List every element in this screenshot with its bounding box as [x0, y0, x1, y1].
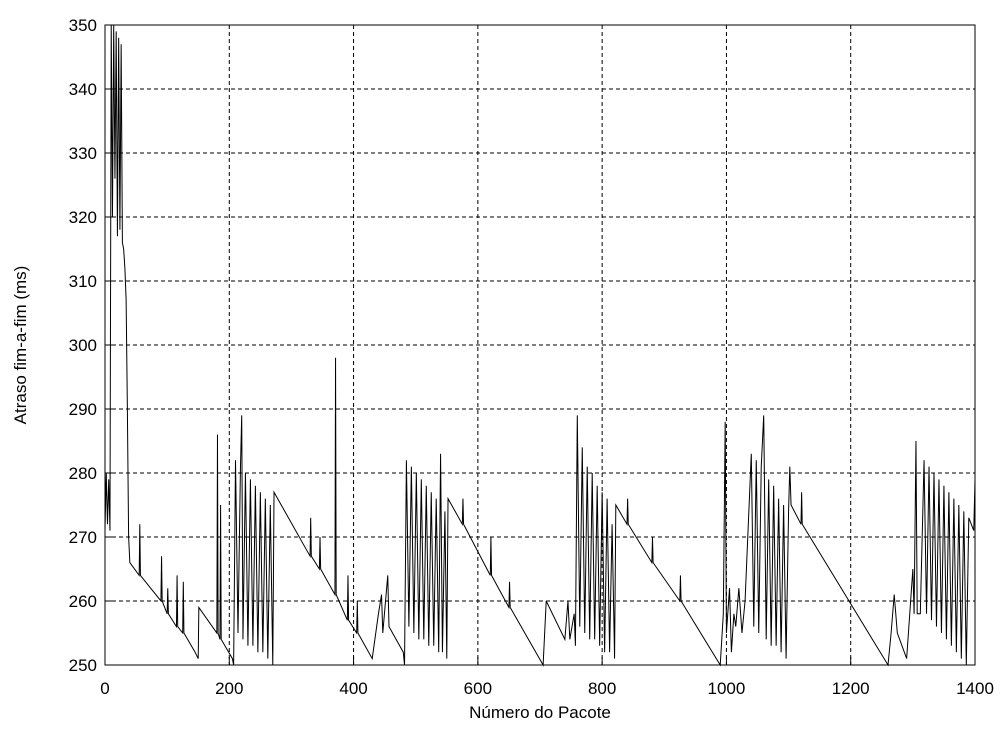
y-tick-label: 260: [69, 592, 97, 611]
y-tick-label: 280: [69, 464, 97, 483]
y-tick-label: 290: [69, 400, 97, 419]
y-axis-label: Atraso fim-a-fim (ms): [11, 266, 30, 425]
x-tick-label: 200: [215, 679, 243, 698]
x-tick-label: 400: [339, 679, 367, 698]
y-tick-label: 350: [69, 16, 97, 35]
x-tick-label: 0: [100, 679, 109, 698]
y-tick-label: 250: [69, 656, 97, 675]
axes-box: [104, 24, 976, 666]
y-tick-label: 330: [69, 144, 97, 163]
y-tick-label: 270: [69, 528, 97, 547]
y-tick-label: 300: [69, 336, 97, 355]
y-tick-label: 310: [69, 272, 97, 291]
x-tick-label: 800: [588, 679, 616, 698]
x-tick-label: 1400: [956, 679, 994, 698]
x-tick-label: 1200: [832, 679, 870, 698]
x-tick-label: 1000: [708, 679, 746, 698]
y-tick-label: 340: [69, 80, 97, 99]
x-axis-label: Número do Pacote: [469, 703, 611, 722]
x-tick-label: 600: [464, 679, 492, 698]
y-tick-label: 320: [69, 208, 97, 227]
data-line: [104, 24, 976, 667]
